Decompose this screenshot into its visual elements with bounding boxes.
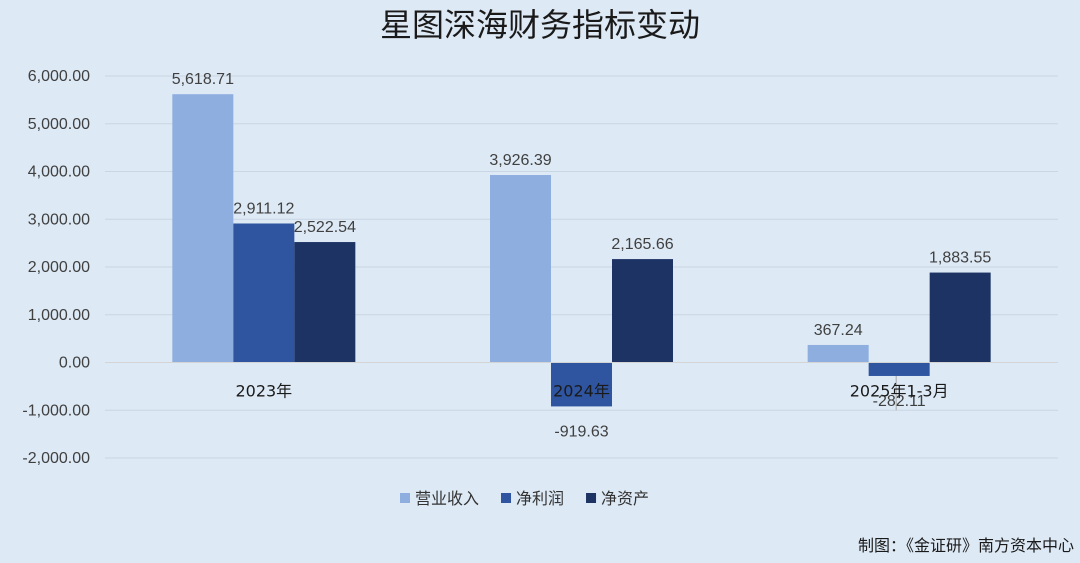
- bar: [929, 272, 991, 363]
- y-tick-label: 2,000.00: [28, 259, 90, 276]
- data-label: 5,618.71: [172, 71, 234, 88]
- legend-label: 净利润: [516, 489, 564, 508]
- legend-swatch: [400, 493, 410, 503]
- legend: 营业收入 净利润 净资产: [400, 489, 649, 508]
- legend-swatch: [501, 493, 512, 503]
- data-label: 1,883.55: [929, 250, 991, 267]
- chart-title: 星图深海财务指标变动: [380, 6, 700, 44]
- y-tick-label: 3,000.00: [28, 211, 90, 228]
- legend-label: 净资产: [601, 489, 649, 508]
- source-note: 制图：《金证研》南方资本中心: [858, 536, 1074, 555]
- y-tick-label: 4,000.00: [28, 164, 90, 181]
- bar: [172, 94, 234, 363]
- y-tick-label: -1,000.00: [22, 402, 90, 419]
- bar: [551, 362, 612, 407]
- data-label: 2,911.12: [233, 200, 294, 217]
- y-tick-label: 0.00: [59, 355, 90, 372]
- y-tick-label: -2,000.00: [22, 450, 90, 467]
- bar: [612, 259, 673, 363]
- y-axis: 6,000.00 5,000.00 4,000.00 3,000.00 2,000.00…: [22, 68, 90, 467]
- data-label: 3,926.39: [489, 152, 551, 169]
- legend-swatch: [586, 493, 597, 503]
- bar: [807, 344, 869, 363]
- bar: [490, 175, 551, 363]
- bars: [172, 94, 991, 407]
- x-axis: 2023年 2024年 2025年1-3月: [235, 382, 948, 401]
- data-label: -282.11: [873, 393, 926, 410]
- category-label: 2025年1-3月: [850, 382, 949, 401]
- bar: [233, 223, 295, 363]
- data-label: -919.63: [554, 423, 608, 440]
- data-label: 367.24: [814, 322, 863, 339]
- y-tick-label: 5,000.00: [28, 116, 90, 133]
- y-tick-label: 6,000.00: [28, 68, 90, 85]
- bar: [868, 362, 930, 376]
- data-label: 2,522.54: [294, 219, 356, 236]
- legend-label: 营业收入: [415, 489, 479, 508]
- data-labels: 5,618.71 3,926.39 367.24 2,911.12 -919.63 -28…: [172, 71, 992, 440]
- y-tick-label: 1,000.00: [28, 307, 90, 324]
- bar: [294, 242, 356, 363]
- data-label: 2,165.66: [611, 236, 673, 253]
- category-label: 2023年: [235, 382, 292, 401]
- category-label: 2024年: [553, 382, 610, 401]
